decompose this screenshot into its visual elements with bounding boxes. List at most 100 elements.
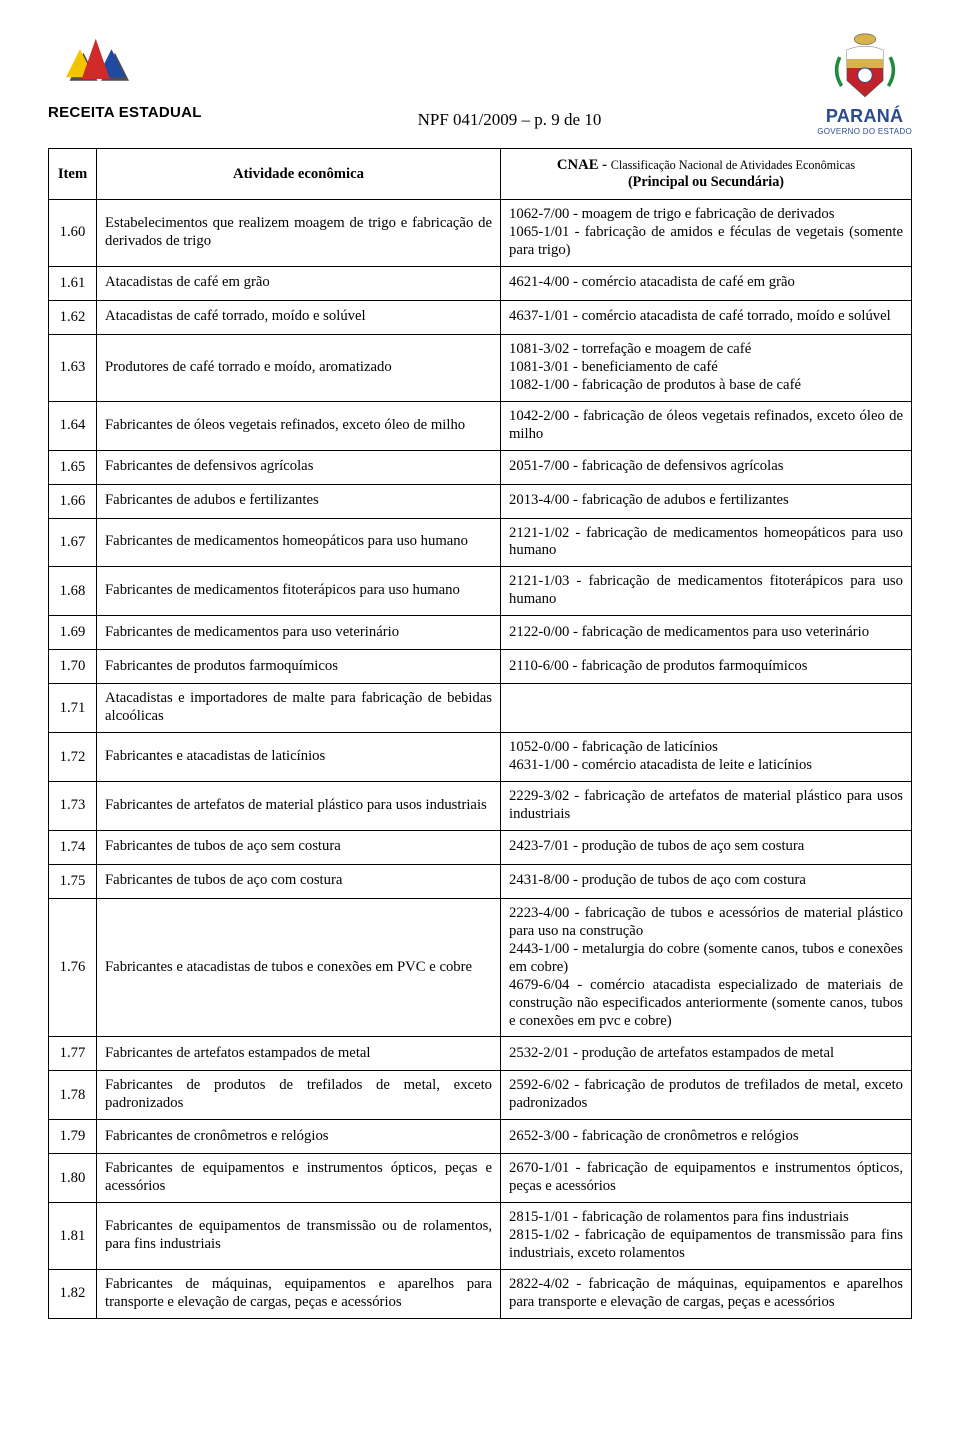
cell-activity: Fabricantes de tubos de aço com costura	[97, 864, 501, 898]
parana-coat-of-arms-icon	[829, 30, 901, 106]
cell-cnae: 2013-4/00 - fabricação de adubos e ferti…	[501, 484, 912, 518]
cell-item: 1.64	[49, 401, 97, 450]
table-row: 1.75Fabricantes de tubos de aço com cost…	[49, 864, 912, 898]
cell-activity: Fabricantes de cronômetros e relógios	[97, 1120, 501, 1154]
table-row: 1.62Atacadistas de café torrado, moído e…	[49, 300, 912, 334]
cell-item: 1.62	[49, 300, 97, 334]
cell-item: 1.78	[49, 1071, 97, 1120]
table-row: 1.63Produtores de café torrado e moído, …	[49, 334, 912, 401]
governo-label: GOVERNO DO ESTADO	[817, 127, 912, 136]
cell-cnae: 2051-7/00 - fabricação de defensivos agr…	[501, 450, 912, 484]
cell-item: 1.69	[49, 616, 97, 650]
table-row: 1.73Fabricantes de artefatos de material…	[49, 782, 912, 831]
cell-cnae: 2532-2/01 - produção de artefatos estamp…	[501, 1037, 912, 1071]
cell-item: 1.61	[49, 266, 97, 300]
cell-cnae: 2431-8/00 - produção de tubos de aço com…	[501, 864, 912, 898]
header-left: RECEITA ESTADUAL	[48, 30, 202, 121]
table-row: 1.79Fabricantes de cronômetros e relógio…	[49, 1120, 912, 1154]
cell-cnae: 2110-6/00 - fabricação de produtos farmo…	[501, 650, 912, 684]
cell-activity: Fabricantes de equipamentos e instrument…	[97, 1154, 501, 1203]
cell-activity: Fabricantes de artefatos estampados de m…	[97, 1037, 501, 1071]
cell-item: 1.76	[49, 898, 97, 1037]
cell-cnae: 2121-1/02 - fabricação de medicamentos h…	[501, 518, 912, 567]
cell-cnae: 2122-0/00 - fabricação de medicamentos p…	[501, 616, 912, 650]
receita-label: RECEITA ESTADUAL	[48, 104, 202, 121]
page: RECEITA ESTADUAL NPF 041/2009 – p. 9 de …	[0, 0, 960, 1359]
cell-activity: Fabricantes e atacadistas de laticínios	[97, 733, 501, 782]
table-header-row: Item Atividade econômica CNAE - Classifi…	[49, 149, 912, 200]
cell-cnae: 4621-4/00 - comércio atacadista de café …	[501, 266, 912, 300]
cell-activity: Fabricantes de defensivos agrícolas	[97, 450, 501, 484]
parana-label: PARANÁ	[826, 106, 903, 127]
cell-activity: Fabricantes de adubos e fertilizantes	[97, 484, 501, 518]
table-row: 1.77Fabricantes de artefatos estampados …	[49, 1037, 912, 1071]
table-row: 1.81Fabricantes de equipamentos de trans…	[49, 1203, 912, 1270]
doc-reference: NPF 041/2009 – p. 9 de 10	[418, 110, 602, 130]
cell-cnae: 2822-4/02 - fabricação de máquinas, equi…	[501, 1270, 912, 1319]
cell-activity: Atacadistas de café torrado, moído e sol…	[97, 300, 501, 334]
cell-cnae: 2121-1/03 - fabricação de medicamentos f…	[501, 567, 912, 616]
cell-cnae: 1081-3/02 - torrefação e moagem de café1…	[501, 334, 912, 401]
cell-activity: Estabelecimentos que realizem moagem de …	[97, 200, 501, 267]
table-row: 1.76Fabricantes e atacadistas de tubos e…	[49, 898, 912, 1037]
cell-cnae	[501, 684, 912, 733]
activities-table: Item Atividade econômica CNAE - Classifi…	[48, 148, 912, 1319]
table-row: 1.68Fabricantes de medicamentos fitoterá…	[49, 567, 912, 616]
cell-activity: Fabricantes de tubos de aço sem costura	[97, 830, 501, 864]
cell-item: 1.70	[49, 650, 97, 684]
cell-item: 1.67	[49, 518, 97, 567]
cell-item: 1.74	[49, 830, 97, 864]
cell-cnae: 1052-0/00 - fabricação de laticínios4631…	[501, 733, 912, 782]
cell-cnae: 1062-7/00 - moagem de trigo e fabricação…	[501, 200, 912, 267]
table-row: 1.65Fabricantes de defensivos agrícolas2…	[49, 450, 912, 484]
cell-item: 1.68	[49, 567, 97, 616]
cell-item: 1.81	[49, 1203, 97, 1270]
table-row: 1.60Estabelecimentos que realizem moagem…	[49, 200, 912, 267]
table-row: 1.82Fabricantes de máquinas, equipamento…	[49, 1270, 912, 1319]
table-row: 1.66Fabricantes de adubos e fertilizante…	[49, 484, 912, 518]
cell-activity: Fabricantes de artefatos de material plá…	[97, 782, 501, 831]
receita-logo-icon	[56, 30, 146, 100]
cell-activity: Atacadistas e importadores de malte para…	[97, 684, 501, 733]
page-header: RECEITA ESTADUAL NPF 041/2009 – p. 9 de …	[48, 30, 912, 136]
cell-activity: Fabricantes de medicamentos homeopáticos…	[97, 518, 501, 567]
cell-activity: Produtores de café torrado e moído, arom…	[97, 334, 501, 401]
cell-item: 1.65	[49, 450, 97, 484]
table-row: 1.78Fabricantes de produtos de trefilado…	[49, 1071, 912, 1120]
table-row: 1.69Fabricantes de medicamentos para uso…	[49, 616, 912, 650]
cell-cnae: 2670-1/01 - fabricação de equipamentos e…	[501, 1154, 912, 1203]
cell-item: 1.79	[49, 1120, 97, 1154]
cell-cnae: 1042-2/00 - fabricação de óleos vegetais…	[501, 401, 912, 450]
table-row: 1.71Atacadistas e importadores de malte …	[49, 684, 912, 733]
header-right: PARANÁ GOVERNO DO ESTADO	[817, 30, 912, 136]
col-item-header: Item	[49, 149, 97, 200]
table-row: 1.67Fabricantes de medicamentos homeopát…	[49, 518, 912, 567]
cell-item: 1.71	[49, 684, 97, 733]
cell-activity: Fabricantes de medicamentos para uso vet…	[97, 616, 501, 650]
table-row: 1.61Atacadistas de café em grão4621-4/00…	[49, 266, 912, 300]
cell-item: 1.82	[49, 1270, 97, 1319]
cell-activity: Fabricantes de produtos de trefilados de…	[97, 1071, 501, 1120]
table-row: 1.72Fabricantes e atacadistas de laticín…	[49, 733, 912, 782]
cell-cnae: 2592-6/02 - fabricação de produtos de tr…	[501, 1071, 912, 1120]
cell-activity: Fabricantes de produtos farmoquímicos	[97, 650, 501, 684]
table-body: 1.60Estabelecimentos que realizem moagem…	[49, 200, 912, 1319]
table-row: 1.70Fabricantes de produtos farmoquímico…	[49, 650, 912, 684]
cell-activity: Fabricantes de medicamentos fitoterápico…	[97, 567, 501, 616]
cell-activity: Atacadistas de café em grão	[97, 266, 501, 300]
table-row: 1.74Fabricantes de tubos de aço sem cost…	[49, 830, 912, 864]
cell-activity: Fabricantes de equipamentos de transmiss…	[97, 1203, 501, 1270]
cell-item: 1.60	[49, 200, 97, 267]
cell-item: 1.80	[49, 1154, 97, 1203]
cell-activity: Fabricantes de óleos vegetais refinados,…	[97, 401, 501, 450]
cell-item: 1.66	[49, 484, 97, 518]
cell-cnae: 2815-1/01 - fabricação de rolamentos par…	[501, 1203, 912, 1270]
cell-cnae: 2229-3/02 - fabricação de artefatos de m…	[501, 782, 912, 831]
cell-cnae: 2652-3/00 - fabricação de cronômetros e …	[501, 1120, 912, 1154]
col-cnae-header: CNAE - Classificação Nacional de Ativida…	[501, 149, 912, 200]
cell-item: 1.75	[49, 864, 97, 898]
cell-item: 1.72	[49, 733, 97, 782]
table-row: 1.64Fabricantes de óleos vegetais refina…	[49, 401, 912, 450]
cell-item: 1.63	[49, 334, 97, 401]
cell-cnae: 2423-7/01 - produção de tubos de aço sem…	[501, 830, 912, 864]
